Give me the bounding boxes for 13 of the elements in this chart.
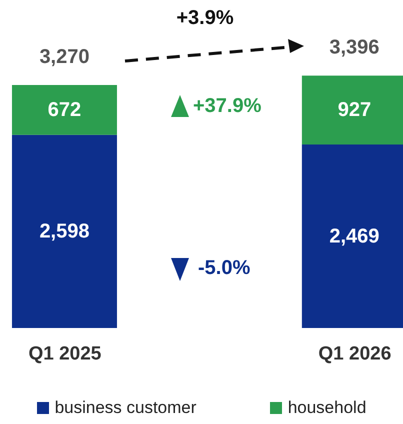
annotation: -5.0% (198, 257, 250, 279)
data-label: 927 (338, 99, 372, 122)
x-tick-label: Q1 2025 (28, 343, 102, 364)
data-label: 2,469 (329, 225, 380, 248)
total-label: 3,396 (329, 36, 380, 59)
total-label: 3,270 (39, 46, 90, 68)
x-tick-label: Q1 2026 (318, 343, 392, 364)
text: +3.9% (176, 7, 234, 29)
legend-label: household (288, 398, 366, 418)
legend-label: business customer (54, 398, 196, 418)
data-label: 2,598 (39, 220, 90, 242)
annotation: +37.9% (193, 95, 262, 117)
data-label: 672 (48, 98, 82, 121)
